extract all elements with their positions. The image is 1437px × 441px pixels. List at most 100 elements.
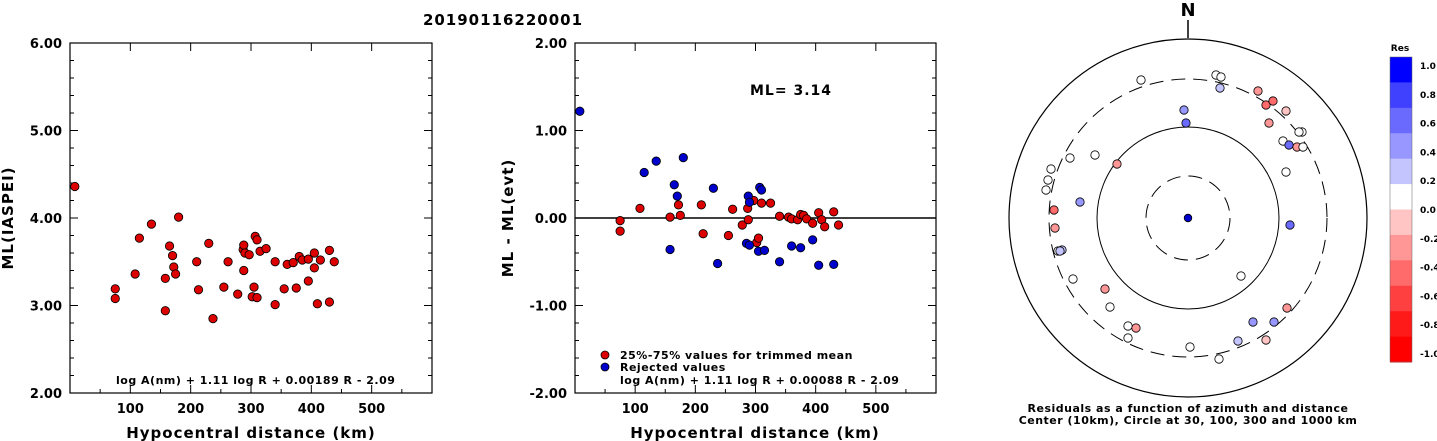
data-point bbox=[279, 284, 289, 294]
station-marker bbox=[1215, 83, 1225, 93]
x-tick-label: 100 bbox=[117, 402, 144, 417]
colorbar-segment bbox=[1390, 184, 1412, 210]
station-marker bbox=[1100, 284, 1110, 294]
data-point bbox=[167, 251, 178, 261]
data-point bbox=[329, 257, 339, 267]
ml-iaspei-formula: log A(nm) + 1.11 log R + 0.00189 R - 2.0… bbox=[116, 374, 395, 387]
data-point bbox=[833, 220, 844, 230]
map-caption-line1: Residuals as a function of azimuth and d… bbox=[1028, 402, 1349, 415]
data-point bbox=[160, 273, 170, 283]
rejected-point bbox=[665, 244, 675, 255]
data-point bbox=[110, 293, 120, 304]
y-tick-label: 1.00 bbox=[535, 125, 567, 140]
data-point bbox=[270, 300, 280, 310]
data-point bbox=[249, 282, 259, 292]
station-marker bbox=[1123, 333, 1133, 343]
station-marker bbox=[1075, 197, 1085, 207]
x-tick-label: 100 bbox=[622, 402, 649, 417]
colorbar-segment bbox=[1390, 57, 1412, 83]
ring-30km bbox=[1145, 175, 1231, 261]
data-point bbox=[270, 257, 280, 267]
data-point bbox=[696, 200, 706, 210]
data-point bbox=[239, 265, 249, 276]
ml-residual-formula: log A(nm) + 1.11 log R + 0.00088 R - 2.0… bbox=[620, 374, 899, 387]
colorbar-segment bbox=[1390, 133, 1412, 160]
station-marker bbox=[1264, 118, 1274, 128]
y-tick-label: 3.00 bbox=[30, 300, 62, 315]
station-marker bbox=[1136, 75, 1146, 85]
data-point bbox=[324, 297, 335, 307]
station-marker bbox=[1055, 246, 1065, 256]
station-marker bbox=[1248, 317, 1258, 327]
x-tick-label: 200 bbox=[177, 402, 204, 417]
colorbar-tick-label: 1.0 bbox=[1420, 62, 1436, 72]
y-tick-label: 2.00 bbox=[30, 387, 62, 402]
data-point bbox=[723, 230, 734, 241]
data-point bbox=[774, 211, 785, 221]
data-point bbox=[743, 215, 753, 225]
data-point bbox=[312, 299, 322, 309]
data-point bbox=[288, 258, 298, 268]
colorbar-tick-label: -1.0 bbox=[1420, 350, 1437, 360]
ml-iaspei-panel: 100 200 300 400 500 6.00 5.00 4.00 3.00 2.00 Hypo… bbox=[0, 37, 433, 441]
station-marker bbox=[1216, 72, 1226, 82]
station-marker bbox=[1068, 274, 1078, 284]
y-tick-label: 2.00 bbox=[535, 37, 567, 52]
station-marker bbox=[1281, 167, 1291, 177]
data-point bbox=[233, 289, 243, 299]
rejected-point bbox=[808, 235, 818, 245]
data-point bbox=[315, 255, 325, 265]
station-marker bbox=[1268, 96, 1278, 106]
data-point bbox=[146, 219, 157, 229]
rejected-point bbox=[744, 240, 755, 250]
y-tick-label: 0.00 bbox=[535, 212, 567, 227]
data-point bbox=[192, 257, 202, 267]
rejected-point bbox=[756, 185, 767, 195]
y-tick-label: -1.00 bbox=[530, 300, 567, 315]
ring-300km bbox=[1048, 78, 1328, 358]
station-marker bbox=[1181, 118, 1191, 128]
data-point bbox=[239, 240, 249, 250]
data-point bbox=[164, 241, 175, 251]
rejected-point bbox=[796, 243, 806, 253]
data-point bbox=[675, 210, 685, 220]
data-point bbox=[756, 198, 767, 208]
north-label: N bbox=[1180, 0, 1195, 21]
station-marker bbox=[1269, 317, 1279, 327]
colorbar-tick-label: -0.6 bbox=[1420, 292, 1437, 302]
station-marker bbox=[1065, 153, 1075, 163]
colorbar-tick-label: -0.8 bbox=[1420, 321, 1437, 331]
legend-rejected-label: Rejected values bbox=[620, 361, 726, 374]
x-tick-label: 500 bbox=[358, 402, 385, 417]
colorbar-segment bbox=[1390, 311, 1412, 338]
rejected-point bbox=[786, 241, 797, 251]
rejected-point bbox=[669, 180, 679, 190]
station-marker bbox=[1112, 159, 1122, 169]
data-point bbox=[808, 218, 818, 228]
y-tick-label: 6.00 bbox=[30, 37, 62, 52]
data-point bbox=[261, 244, 271, 254]
rejected-point bbox=[672, 191, 682, 201]
colorbar-tick-label: 0.0 bbox=[1420, 206, 1436, 216]
ml-iaspei-ylabel: ML(IASPEI) bbox=[0, 166, 17, 269]
data-point bbox=[70, 181, 80, 192]
colorbar-tick-label: 0.2 bbox=[1420, 177, 1436, 187]
colorbar-tick-label: -0.4 bbox=[1420, 264, 1437, 274]
data-point bbox=[765, 198, 776, 208]
colorbar-segment bbox=[1390, 107, 1412, 134]
data-point bbox=[615, 216, 625, 226]
colorbar-segment bbox=[1390, 285, 1412, 312]
legend-trimmed-label: 25%-75% values for trimmed mean bbox=[620, 349, 853, 362]
station-marker bbox=[1253, 86, 1263, 96]
data-point bbox=[665, 212, 675, 222]
data-point bbox=[728, 204, 738, 214]
y-tick-label: 5.00 bbox=[30, 125, 62, 140]
rejected-point bbox=[575, 106, 585, 116]
y-tick-label: 4.00 bbox=[30, 212, 62, 227]
legend-rejected-marker bbox=[600, 362, 610, 372]
data-point bbox=[219, 282, 229, 292]
data-point bbox=[737, 220, 747, 230]
data-point bbox=[160, 306, 170, 316]
ml-iaspei-frame bbox=[69, 42, 433, 394]
colorbar-segment bbox=[1390, 158, 1412, 185]
